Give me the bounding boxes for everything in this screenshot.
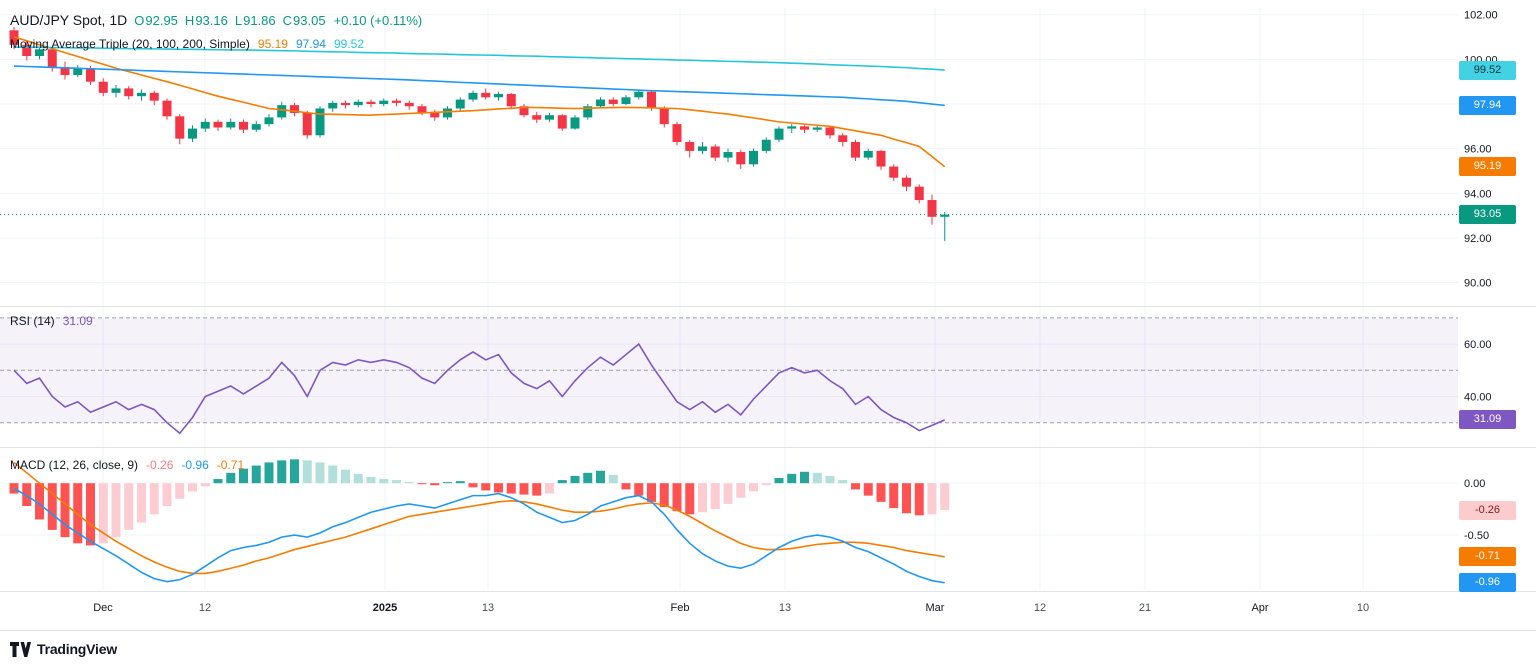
svg-text:60.00: 60.00 <box>1464 339 1492 351</box>
time-axis-label: 13 <box>778 602 792 614</box>
macd-line <box>13 487 945 584</box>
macd-indicator-label[interactable]: MACD (12, 26, close, 9) <box>10 458 139 472</box>
gridlines <box>0 8 1458 590</box>
ma-values: 95.19 97.94 99.52 <box>250 37 364 51</box>
ohlc-value: 93.16 <box>195 13 228 28</box>
ohlc-label: O <box>134 13 145 28</box>
price-badge: 93.05 <box>1459 205 1516 225</box>
time-axis-label: Dec <box>93 602 113 614</box>
price-badge: 99.52 <box>1459 60 1516 80</box>
ohlc-value: 93.05 <box>293 13 326 28</box>
ma-value: 97.94 <box>295 37 326 51</box>
time-axis-label: 10 <box>1356 602 1370 614</box>
time-axis-label: Apr <box>1251 602 1269 614</box>
ohlc-label: H <box>184 13 195 28</box>
macd-histogram <box>9 459 950 546</box>
time-axis-label: 21 <box>1138 602 1152 614</box>
svg-text:0.00: 0.00 <box>1464 478 1485 490</box>
time-axis-label: 2025 <box>372 602 398 614</box>
ohlc-value: 92.95 <box>145 13 178 28</box>
price-badge: -0.96 <box>1459 573 1516 593</box>
svg-text:96.00: 96.00 <box>1464 144 1492 156</box>
ohlc-label: L <box>234 13 243 28</box>
ohlc-label: C <box>282 13 293 28</box>
time-axis-label: 12 <box>1033 602 1047 614</box>
footer: TradingView <box>0 630 1536 667</box>
ma-20-line <box>13 36 946 168</box>
symbol-legend-line: AUD/JPY Spot, 1D O92.95 H93.16 L91.86 C93.0… <box>10 12 422 31</box>
ohlc-values: O92.95 H93.16 L91.86 C93.05 <box>127 12 325 30</box>
time-axis-label: Mar <box>925 602 945 614</box>
change-value: +0.10 (+0.11%) <box>333 13 423 28</box>
ma-value: 95.19 <box>257 37 288 51</box>
rsi-line <box>13 342 946 435</box>
rsi-legend: RSI (14) 31.09 <box>10 314 93 328</box>
time-axis-label: 12 <box>198 602 212 614</box>
brand-name[interactable]: TradingView <box>37 641 118 657</box>
tradingview-logo-icon[interactable] <box>10 641 31 657</box>
price-badge: -0.71 <box>1459 547 1516 567</box>
svg-text:102.00: 102.00 <box>1464 10 1498 22</box>
macd-value: -0.96 <box>181 458 209 472</box>
price-badge: 97.94 <box>1459 95 1516 115</box>
price-badge: -0.26 <box>1459 500 1516 520</box>
ma-legend-line: Moving Average Triple (20, 100, 200, Sim… <box>10 37 422 56</box>
time-axis[interactable]: Dec 12 2025 13 Feb 13 Mar 12 21 Apr 10 <box>0 592 1536 630</box>
ma-200-line <box>13 46 945 71</box>
main-legend: AUD/JPY Spot, 1D O92.95 H93.16 L91.86 C93.0… <box>10 12 422 56</box>
macd-value: -0.26 <box>146 458 174 472</box>
time-axis-label: Feb <box>670 602 690 614</box>
svg-text:-0.50: -0.50 <box>1464 530 1489 542</box>
rsi-value: 31.09 <box>62 314 93 328</box>
macd-values: -0.26 -0.96 -0.71 <box>138 458 244 472</box>
svg-text:40.00: 40.00 <box>1464 392 1492 404</box>
price-badge: 31.09 <box>1459 410 1516 430</box>
rsi-indicator-label[interactable]: RSI (14) <box>10 314 55 328</box>
macd-legend: MACD (12, 26, close, 9) -0.26 -0.96 -0.71 <box>10 458 244 472</box>
macd-signal-line <box>13 461 945 575</box>
ohlc-value: 91.86 <box>243 13 276 28</box>
ma-value: 99.52 <box>333 37 365 51</box>
symbol-title[interactable]: AUD/JPY Spot, 1D <box>10 12 128 28</box>
macd-value: -0.71 <box>216 458 245 472</box>
chart-canvas[interactable]: 102.00100.0096.0094.0092.0090.0060.0040.… <box>0 0 1536 592</box>
ma-indicator-label[interactable]: Moving Average Triple (20, 100, 200, Sim… <box>10 37 250 51</box>
price-axis-labels: 102.00100.0096.0094.0092.0090.0060.0040.… <box>1464 10 1498 542</box>
svg-text:92.00: 92.00 <box>1464 233 1492 245</box>
price-badge: 95.19 <box>1459 157 1516 177</box>
time-axis-label: 13 <box>481 602 495 614</box>
svg-text:90.00: 90.00 <box>1464 278 1492 290</box>
ma-100-line <box>13 65 945 107</box>
svg-text:94.00: 94.00 <box>1464 188 1492 200</box>
